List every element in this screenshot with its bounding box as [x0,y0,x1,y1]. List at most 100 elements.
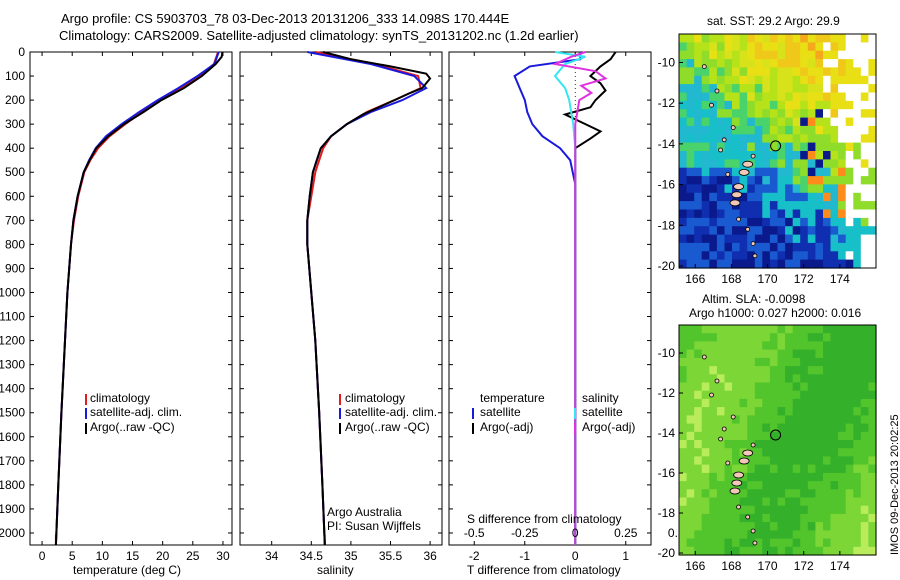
sst-map-title: sat. SST: 29.2 Argo: 29.9 [707,14,840,28]
map-cell [838,109,847,119]
map-cell [709,251,718,261]
map-cell [686,464,695,474]
map-cell [830,325,839,334]
island-shape [730,125,736,130]
map-cell [792,242,801,252]
map-cell [830,440,839,449]
map-cell [762,546,771,556]
map-cell [823,176,832,186]
map-cell [792,234,801,244]
map-cell [679,440,688,449]
map-cell [838,415,847,425]
map-cell [747,456,756,466]
map-cell [709,398,718,408]
map-cell [732,117,741,127]
map-cell [807,366,816,375]
map-cell [838,325,847,334]
map-cell [739,464,748,474]
map-cell [853,538,862,548]
map-cell [830,67,839,77]
map-cell [739,184,748,194]
map-cell [739,374,748,384]
map-cell [709,546,718,556]
map-cell [785,50,794,60]
map-cell [823,117,832,127]
map-cell [732,440,741,449]
y-tick-label: 1600 [0,430,25,444]
map-cell [724,325,733,334]
map-cell [694,159,703,169]
island-shape [718,147,723,153]
map-cell [754,497,763,507]
map-cell [792,159,801,169]
map-cell [815,92,824,102]
map-cell [792,489,801,499]
map-cell [815,67,824,77]
map-cell [679,472,688,482]
map-cell [777,59,786,69]
map-cell [701,472,710,482]
map-cell [754,513,763,523]
map-cell [830,100,839,110]
map-cell [868,456,877,466]
map-cell [807,513,816,523]
map-cell [792,440,801,449]
map-cell [860,75,869,85]
map-cell [868,34,877,43]
map-cell [830,333,839,342]
map-cell [785,109,794,119]
map-cell [754,125,763,135]
map-cell [830,448,839,457]
map-cell [709,481,718,490]
map-cell [792,92,801,102]
map-cell [792,390,801,400]
map-cell [853,109,862,119]
map-cell [769,251,779,261]
map-cell [701,382,710,392]
map-cell [823,382,832,392]
map-cell [694,538,703,548]
map-cell [754,67,763,77]
map-cell [694,390,703,400]
map-cell [823,464,832,474]
map-cell [807,538,816,548]
map-cell [830,217,839,227]
map-cell [868,472,877,482]
map-cell [845,259,854,269]
map-cell [724,209,733,219]
map-cell [800,167,809,177]
map-cell [777,34,786,43]
map-cell [732,226,741,236]
y-tick-label: 800 [5,237,25,251]
map-cell [694,50,703,60]
map-cell [860,538,869,548]
map-cell [754,100,763,110]
map-cell [868,234,877,244]
map-cell [830,259,839,269]
map-cell [860,423,869,433]
map-cell [807,546,816,556]
map-cell [762,382,771,392]
island-shape [750,153,756,159]
map-cell [701,456,710,466]
map-cell [823,481,832,490]
map-cell [769,382,779,392]
map-cell [845,209,854,219]
map-cell [777,251,786,261]
map-cell [777,349,786,359]
map-cell [739,497,748,507]
map-cell [739,42,748,52]
map-cell [838,407,847,416]
map-cell [679,341,688,351]
map-cell [754,217,763,227]
map-cell [785,325,794,334]
map-cell [694,259,703,269]
difference-xlabel: T difference from climatology [467,563,621,577]
map-cell [868,75,877,85]
map-cell [785,67,794,77]
map-cell [709,176,718,186]
map-cell [709,184,718,194]
map-cell [739,357,748,367]
map-cell [792,125,801,135]
map-cell [785,374,794,384]
